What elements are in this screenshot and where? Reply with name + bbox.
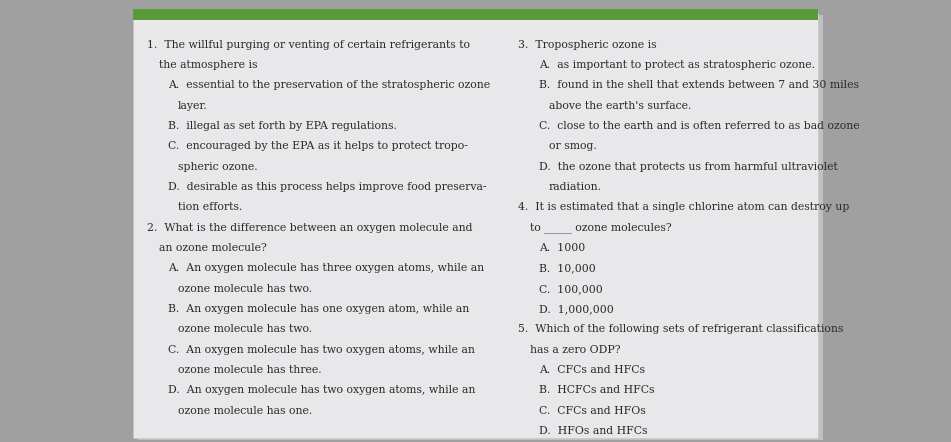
Text: B.  10,000: B. 10,000 [539,263,596,274]
Text: C.  encouraged by the EPA as it helps to protect tropo-: C. encouraged by the EPA as it helps to … [168,141,468,152]
Bar [138,15,823,440]
Text: or smog.: or smog. [549,141,596,152]
Text: D.  1,000,000: D. 1,000,000 [539,304,614,314]
Text: A.  essential to the preservation of the stratospheric ozone: A. essential to the preservation of the … [168,80,491,91]
Text: B.  illegal as set forth by EPA regulations.: B. illegal as set forth by EPA regulatio… [168,121,398,131]
Text: an ozone molecule?: an ozone molecule? [159,243,266,253]
Text: C.  close to the earth and is often referred to as bad ozone: C. close to the earth and is often refer… [539,121,860,131]
Text: ozone molecule has two.: ozone molecule has two. [178,284,312,294]
Text: above the earth's surface.: above the earth's surface. [549,101,691,111]
Text: 3.  Tropospheric ozone is: 3. Tropospheric ozone is [518,40,657,50]
Text: B.  HCFCs and HFCs: B. HCFCs and HFCs [539,385,654,396]
Text: radiation.: radiation. [549,182,602,192]
Bar [133,9,818,20]
Text: C.  An oxygen molecule has two oxygen atoms, while an: C. An oxygen molecule has two oxygen ato… [168,345,476,355]
Text: D.  desirable as this process helps improve food preserva-: D. desirable as this process helps impro… [168,182,487,192]
Text: A.  1000: A. 1000 [539,243,586,253]
Text: has a zero ODP?: has a zero ODP? [530,345,620,355]
Text: to _____ ozone molecules?: to _____ ozone molecules? [530,223,671,233]
Text: 5.  Which of the following sets of refrigerant classifications: 5. Which of the following sets of refrig… [518,324,844,335]
Bar [133,13,818,438]
Text: D.  An oxygen molecule has two oxygen atoms, while an: D. An oxygen molecule has two oxygen ato… [168,385,476,396]
Text: A.  as important to protect as stratospheric ozone.: A. as important to protect as stratosphe… [539,60,815,70]
Text: 1.  The willful purging or venting of certain refrigerants to: 1. The willful purging or venting of cer… [147,40,471,50]
Text: A.  An oxygen molecule has three oxygen atoms, while an: A. An oxygen molecule has three oxygen a… [168,263,484,274]
Text: B.  found in the shell that extends between 7 and 30 miles: B. found in the shell that extends betwe… [539,80,859,91]
Text: 2.  What is the difference between an oxygen molecule and: 2. What is the difference between an oxy… [147,223,473,233]
Text: B.  An oxygen molecule has one oxygen atom, while an: B. An oxygen molecule has one oxygen ato… [168,304,470,314]
Text: the atmosphere is: the atmosphere is [159,60,258,70]
Text: ozone molecule has three.: ozone molecule has three. [178,365,321,375]
Text: C.  CFCs and HFOs: C. CFCs and HFOs [539,406,646,416]
Text: ozone molecule has two.: ozone molecule has two. [178,324,312,335]
Text: ozone molecule has one.: ozone molecule has one. [178,406,312,416]
Text: 4.  It is estimated that a single chlorine atom can destroy up: 4. It is estimated that a single chlorin… [518,202,849,213]
Text: spheric ozone.: spheric ozone. [178,162,258,172]
Text: A.  CFCs and HFCs: A. CFCs and HFCs [539,365,645,375]
Text: D.  HFOs and HFCs: D. HFOs and HFCs [539,426,648,436]
Text: D.  the ozone that protects us from harmful ultraviolet: D. the ozone that protects us from harmf… [539,162,838,172]
Text: C.  100,000: C. 100,000 [539,284,603,294]
Text: tion efforts.: tion efforts. [178,202,243,213]
Text: layer.: layer. [178,101,207,111]
